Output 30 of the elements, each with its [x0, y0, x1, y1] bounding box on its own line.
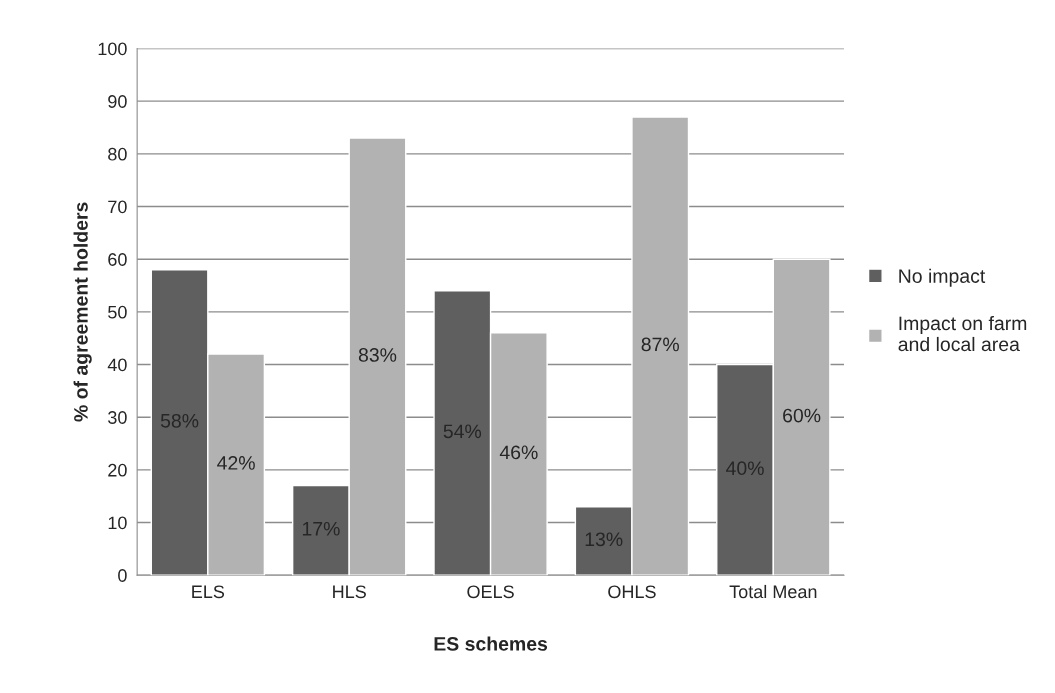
data-label: 13%	[585, 532, 623, 547]
x-axis-title: ES schemes	[434, 636, 548, 651]
data-label: 40%	[726, 461, 764, 476]
data-label: 58%	[160, 413, 199, 428]
data-label: 17%	[302, 521, 340, 536]
y-tick-label: 10	[108, 516, 127, 530]
x-tick-label: ELS	[192, 585, 225, 599]
y-axis-title: % of agreement holders	[73, 202, 92, 422]
data-label: 83%	[358, 348, 397, 362]
x-tick-label: OHLS	[608, 585, 656, 599]
data-label: 87%	[641, 337, 679, 352]
x-tick-label: OELS	[467, 585, 514, 599]
data-label: 42%	[217, 456, 255, 470]
y-tick-label: 0	[118, 569, 127, 582]
y-tick-label: 50	[108, 305, 127, 319]
y-tick-label: 60	[108, 253, 127, 266]
data-label: 46%	[499, 445, 538, 460]
y-tick-label: 100	[98, 42, 127, 56]
x-tick-label: HLS	[333, 585, 366, 599]
y-tick-label: 70	[108, 200, 127, 214]
data-label: 54%	[443, 424, 482, 439]
y-tick-label: 40	[107, 358, 127, 372]
y-tick-label: 90	[108, 95, 127, 108]
y-tick-label: 80	[108, 147, 127, 161]
legend-label: Impact on farm and local area	[898, 315, 1027, 352]
y-tick-label: 20	[108, 463, 127, 477]
x-tick-label: Total Mean	[729, 584, 817, 599]
legend-label: No impact	[899, 268, 986, 287]
y-tick-label: 30	[108, 411, 127, 424]
data-label: 60%	[783, 408, 821, 423]
